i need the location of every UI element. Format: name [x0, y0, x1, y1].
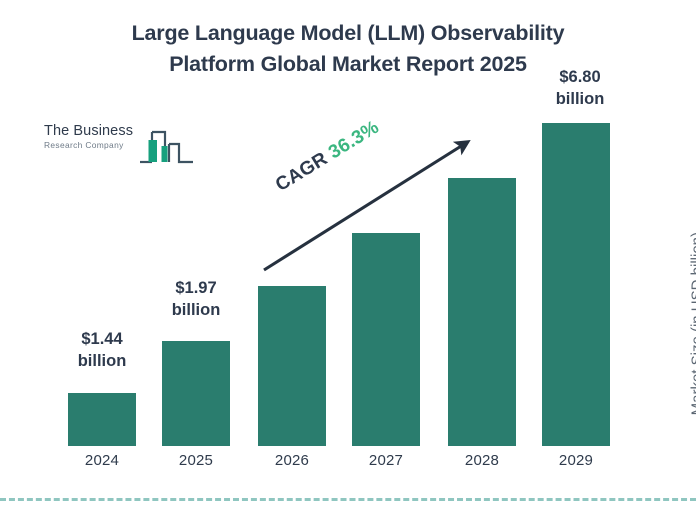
bar-value-label-2025: $1.97 billion [150, 277, 242, 322]
logo-line-1: The Business [44, 123, 134, 139]
bar-value-label-2029-line-2: billion [555, 90, 605, 109]
bar-2024 [68, 393, 136, 446]
x-axis-tick-2025: 2025 [178, 452, 214, 469]
bar-value-label-2029: $6.80 billion [534, 66, 626, 111]
y-axis-title: Market Size (in USD billion) [688, 232, 696, 416]
chart-title-line-2: Platform Global Market Report 2025 [169, 51, 527, 76]
bar-2029 [542, 123, 610, 446]
x-axis-tick-2024: 2024 [84, 452, 120, 469]
bar-value-label-2025-line-1: $1.97 [175, 279, 217, 297]
bar-2028 [448, 178, 516, 446]
bar-value-label-2029-line-1: $6.80 [559, 68, 601, 86]
logo-wordmark: The Business Research Company [44, 123, 148, 151]
logo-line-2: Research Company [44, 140, 124, 151]
footer-divider [0, 498, 696, 501]
x-axis-tick-2029: 2029 [558, 452, 594, 469]
x-axis-tick-2026: 2026 [274, 452, 310, 469]
x-axis-tick-2027: 2027 [368, 452, 404, 469]
chart-title: Large Language Model (LLM) Observability… [60, 18, 636, 79]
bar-value-label-2024-line-2: billion [77, 352, 127, 371]
cagr-arrow-icon [258, 128, 488, 276]
bar-value-label-2024: $1.44 billion [56, 328, 148, 373]
x-axis-tick-2028: 2028 [464, 452, 500, 469]
chart-title-line-1: Large Language Model (LLM) Observability [131, 21, 565, 45]
bar-value-label-2025-line-2: billion [171, 301, 221, 320]
logo-bar-chart-icon [136, 118, 196, 170]
bar-2027 [352, 233, 420, 446]
bar-2025 [162, 341, 230, 446]
bar-2026 [258, 286, 326, 446]
bar-value-label-2024-line-1: $1.44 [81, 330, 123, 348]
company-logo: The Business Research Company [44, 118, 196, 174]
